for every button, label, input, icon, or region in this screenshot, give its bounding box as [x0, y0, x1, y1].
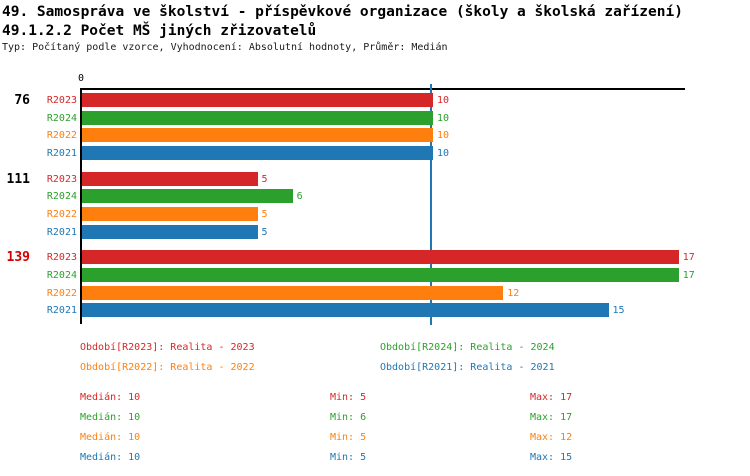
series-row-label: R2023: [46, 95, 77, 106]
bar-76-R2022: [82, 128, 433, 143]
legend-item-R2021: Období[R2021]: Realita - 2021: [380, 362, 555, 373]
bar-139-R2022: [82, 285, 504, 300]
bar-value-label: 17: [682, 252, 695, 264]
legend-item-R2022: Období[R2022]: Realita - 2022: [80, 362, 255, 373]
median-reference-line: [430, 84, 432, 325]
x-axis-line: [81, 88, 685, 90]
bar-chart: 0 76 R2023 10 R2024 10 R2022 10 R2021 10 111 R2023 5…: [6, 73, 695, 325]
bar-value-label: 15: [612, 305, 625, 317]
stat-min-R2022: Min: 5: [330, 432, 367, 443]
series-row-label: R2024: [46, 191, 77, 203]
bar-139-R2021: [82, 303, 609, 318]
stat-max-R2024: Max: 17: [530, 412, 573, 423]
stat-min-R2023: Min: 5: [330, 392, 367, 403]
stat-median-R2024: Medián: 10: [80, 412, 141, 423]
report-title-line2: 49.1.2.2 Počet MŠ jiných zřizovatelů: [2, 23, 317, 39]
stat-min-R2021: Min: 5: [330, 452, 367, 463]
bar-value-label: 5: [261, 209, 268, 220]
series-row-label: R2022: [46, 287, 77, 299]
bar-111-R2021: [82, 224, 258, 239]
series-row-label: R2022: [46, 130, 77, 142]
bar-139-R2023: [82, 250, 679, 265]
series-row-label: R2024: [46, 269, 77, 281]
legend-item-R2024: Období[R2024]: Realita - 2024: [380, 342, 555, 353]
bar-value-label: 5: [261, 226, 268, 238]
bar-value-label: 12: [507, 287, 520, 299]
report-title-line1: 49. Samospráva ve školství - příspěvkové…: [2, 4, 683, 20]
stat-median-R2021: Medián: 10: [80, 452, 141, 463]
bar-111-R2022: [82, 207, 258, 221]
series-row-label: R2023: [46, 173, 77, 185]
bar-76-R2023: [82, 93, 433, 107]
bar-139-R2024: [82, 267, 679, 282]
legend-item-R2023: Období[R2023]: Realita - 2023: [80, 342, 255, 353]
stat-median-R2023: Medián: 10: [80, 392, 141, 403]
bar-76-R2024: [82, 110, 433, 125]
stat-max-R2022: Max: 12: [530, 432, 573, 443]
bar-111-R2023: [82, 171, 258, 186]
stat-max-R2021: Max: 15: [530, 452, 573, 463]
stat-median-R2022: Medián: 10: [80, 432, 141, 443]
bar-111-R2024: [82, 189, 293, 204]
bar-76-R2021: [82, 146, 433, 161]
bar-value-label: 10: [437, 112, 450, 124]
series-row-label: R2022: [46, 209, 77, 220]
series-row-label: R2023: [46, 252, 77, 264]
bar-value-label: 5: [261, 173, 268, 185]
group-label: 139: [6, 250, 30, 266]
report-subtitle: Typ: Počítaný podle vzorce, Vyhodnocení:…: [2, 42, 448, 53]
stat-min-R2024: Min: 6: [330, 412, 367, 423]
series-row-label: R2024: [46, 112, 77, 124]
y-axis-line: [80, 88, 82, 324]
group-label: 76: [14, 93, 30, 108]
series-row-label: R2021: [46, 226, 77, 238]
stat-max-R2023: Max: 17: [530, 392, 573, 403]
bar-value-label: 10: [437, 95, 450, 106]
bar-value-label: 17: [682, 269, 695, 281]
axis-origin-label: 0: [77, 73, 85, 84]
series-row-label: R2021: [46, 148, 77, 160]
group-label: 111: [6, 171, 30, 187]
series-row-label: R2021: [46, 305, 77, 317]
bar-value-label: 10: [437, 148, 450, 160]
bar-value-label: 10: [437, 130, 450, 142]
bar-value-label: 6: [296, 191, 303, 203]
